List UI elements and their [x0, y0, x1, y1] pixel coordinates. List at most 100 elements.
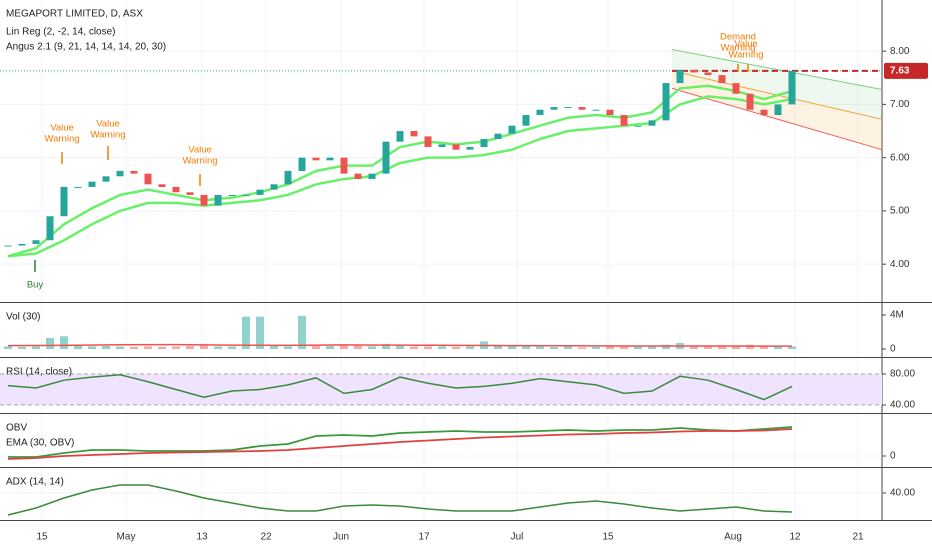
- candle: [410, 131, 418, 137]
- candle: [228, 194, 236, 196]
- volume-bar: [326, 346, 334, 350]
- y-tick-label: 0: [890, 451, 896, 462]
- panel-title: Vol (30): [6, 312, 40, 323]
- indicator-line: [8, 426, 793, 458]
- candle: [242, 194, 250, 196]
- candle: [606, 109, 614, 116]
- candle: [704, 72, 712, 76]
- volume-bar: [284, 346, 292, 350]
- annotation: Buy: [27, 280, 44, 291]
- annotation: Value: [188, 145, 212, 156]
- annotation: Warning: [728, 50, 763, 61]
- candle: [116, 170, 124, 177]
- candle: [158, 184, 166, 187]
- volume-bar: [550, 346, 558, 350]
- annotation: Demand: [720, 32, 756, 43]
- volume-bar: [410, 346, 418, 350]
- indicator-line: [7, 484, 793, 516]
- volume-bar: [578, 347, 586, 350]
- volume-bar: [158, 346, 166, 350]
- volume-bar: [704, 346, 712, 350]
- volume-bar: [256, 316, 264, 350]
- ema-line: [7, 84, 793, 258]
- volume-bar: [438, 346, 446, 350]
- regression-line: [671, 87, 883, 151]
- x-tick-label: 13: [196, 532, 208, 543]
- candle: [326, 157, 334, 161]
- x-tick-label: 15: [602, 532, 614, 543]
- annotation: Warning: [720, 43, 755, 54]
- volume-bar: [46, 337, 54, 350]
- panel-title: ADX (14, 14): [6, 477, 64, 488]
- x-tick-label: 22: [260, 532, 272, 543]
- y-tick-label: 4.00: [890, 259, 910, 270]
- volume-bar: [18, 346, 26, 350]
- candle: [200, 194, 208, 206]
- x-tick-label: Jul: [511, 532, 524, 543]
- x-tick-label: 12: [789, 532, 801, 543]
- annotation: Value: [734, 39, 758, 50]
- volume-bar: [732, 346, 740, 350]
- y-tick-label: 5.00: [890, 206, 910, 217]
- volume-bar: [214, 346, 222, 350]
- y-tick-label: 8.00: [890, 46, 910, 57]
- candle: [60, 186, 68, 217]
- y-tick-label: 6.00: [890, 152, 910, 163]
- candle: [774, 104, 782, 116]
- candle: [214, 194, 222, 206]
- annotation: Warning: [182, 156, 217, 167]
- last-price-box: [884, 62, 928, 79]
- x-tick-label: Aug: [724, 532, 742, 543]
- panel-title: RSI (14, close): [6, 367, 72, 378]
- candle: [690, 69, 698, 73]
- candle: [354, 173, 362, 179]
- x-tick-label: May: [117, 532, 136, 543]
- candle: [564, 107, 572, 109]
- annotation: Warning: [44, 134, 79, 145]
- volume-bar: [788, 346, 796, 350]
- candle: [452, 144, 460, 150]
- candle: [508, 125, 516, 134]
- volume-bar: [718, 346, 726, 350]
- volume-bar: [452, 346, 460, 350]
- volume-bar: [424, 346, 432, 350]
- candle: [718, 75, 726, 84]
- volume-bar: [74, 345, 82, 350]
- volume-bar: [690, 345, 698, 350]
- volume-bar: [130, 346, 138, 350]
- indicator-legend: Lin Reg (2, -2, 14, close): [6, 27, 116, 38]
- volume-bar: [116, 346, 124, 350]
- y-tick-label: 80.00: [890, 369, 915, 380]
- last-price-label: 7.63: [890, 65, 910, 76]
- volume-bar: [60, 336, 68, 350]
- candle: [550, 107, 558, 110]
- candle: [368, 173, 376, 179]
- candle: [32, 240, 40, 244]
- y-tick-label: 0: [890, 344, 896, 355]
- indicator-line: [7, 428, 793, 460]
- candle: [732, 83, 740, 94]
- candle: [466, 147, 474, 150]
- candle: [760, 109, 768, 116]
- candle: [284, 170, 292, 185]
- candle: [480, 139, 488, 148]
- candle: [130, 170, 138, 174]
- volume-bar: [4, 346, 12, 350]
- candle: [438, 144, 446, 148]
- candle: [18, 243, 26, 246]
- candle: [4, 245, 12, 247]
- channel-upper-fill: [672, 49, 882, 120]
- candle: [186, 192, 194, 195]
- volume-bar: [88, 346, 96, 350]
- volume-bar: [340, 344, 348, 350]
- rsi-band: [0, 373, 882, 406]
- volume-ma: [7, 343, 793, 347]
- volume-bar: [228, 346, 236, 350]
- legend-entry: OBV: [6, 423, 27, 434]
- volume-bar: [564, 346, 572, 350]
- y-tick-label: 4M: [890, 310, 904, 321]
- x-tick-label: 21: [852, 532, 864, 543]
- candle: [788, 70, 796, 105]
- candle: [536, 109, 544, 116]
